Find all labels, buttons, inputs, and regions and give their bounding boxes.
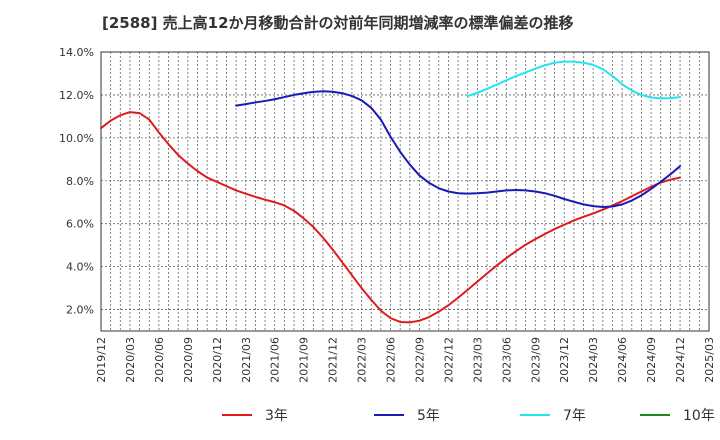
x-tick-label: 2020/12 <box>211 337 224 383</box>
legend-label: 5年 <box>417 408 440 424</box>
x-tick-label: 2025/03 <box>703 337 716 383</box>
x-tick-label: 2024/06 <box>616 337 629 383</box>
x-tick-label: 2021/09 <box>298 337 311 383</box>
x-tick-label: 2024/03 <box>587 337 600 383</box>
x-tick-label: 2022/09 <box>413 337 426 383</box>
x-tick-label: 2021/03 <box>240 337 253 383</box>
y-tick-label: 12.0% <box>59 89 94 102</box>
series-line <box>100 111 682 324</box>
x-tick-label: 2020/09 <box>182 337 195 383</box>
x-tick-label: 2024/09 <box>645 337 658 383</box>
x-tick-label: 2023/09 <box>529 337 542 383</box>
x-tick-label: 2022/12 <box>442 337 455 383</box>
x-tick-label: 2023/06 <box>500 337 513 383</box>
y-tick-label: 10.0% <box>59 132 94 145</box>
x-tick-label: 2019/12 <box>95 337 108 383</box>
plot-area <box>101 52 709 331</box>
x-tick-label: 2021/12 <box>327 337 340 383</box>
series-line <box>235 90 682 208</box>
x-tick-label: 2022/06 <box>385 337 398 383</box>
x-tick-label: 2022/03 <box>356 337 369 383</box>
x-tick-label: 2023/12 <box>558 337 571 383</box>
legend-label: 3年 <box>265 408 288 424</box>
x-tick-label: 2023/03 <box>471 337 484 383</box>
y-tick-label: 8.0% <box>66 175 94 188</box>
legend-label: 10年 <box>683 408 715 424</box>
x-tick-label: 2024/12 <box>674 337 687 383</box>
chart-title: [2588] 売上高12か月移動合計の対前年同期増減率の標準偏差の推移 <box>102 14 574 32</box>
plot-border <box>100 51 710 332</box>
x-tick-label: 2020/06 <box>153 337 166 383</box>
y-tick-label: 6.0% <box>66 218 94 231</box>
series-line <box>466 60 682 100</box>
y-tick-label: 4.0% <box>66 261 94 274</box>
y-tick-label: 14.0% <box>59 46 94 59</box>
legend-label: 7年 <box>563 408 586 424</box>
x-tick-label: 2021/06 <box>269 337 282 383</box>
x-tick-label: 2020/03 <box>124 337 137 383</box>
y-tick-label: 2.0% <box>66 304 94 317</box>
